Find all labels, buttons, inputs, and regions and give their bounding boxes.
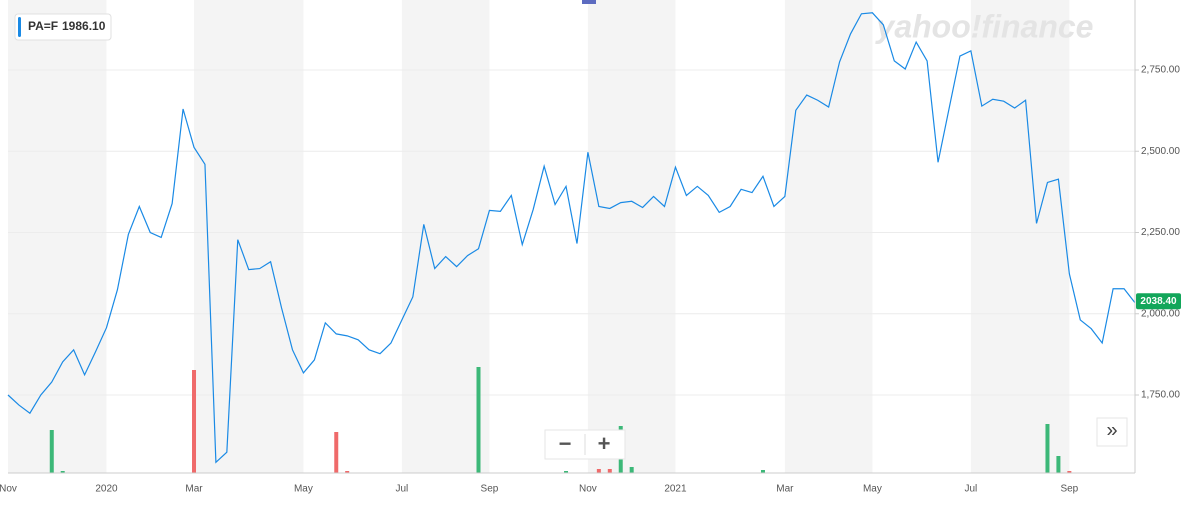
last-price-label: 2038.40 bbox=[1140, 296, 1177, 307]
month-band bbox=[401, 0, 490, 473]
more-button[interactable] bbox=[1096, 417, 1128, 447]
y-tick-label: 1,750.00 bbox=[1141, 390, 1180, 401]
volume-bar bbox=[1056, 456, 1061, 473]
legend-box bbox=[14, 13, 112, 41]
volume-bar bbox=[607, 469, 612, 473]
x-tick-label: Nov bbox=[579, 484, 597, 495]
x-tick-label: Nov bbox=[0, 484, 17, 495]
y-tick-label: 2,500.00 bbox=[1141, 146, 1180, 157]
volume-bar bbox=[49, 430, 54, 473]
volume-bar bbox=[1045, 424, 1050, 473]
x-tick-label: Sep bbox=[481, 484, 499, 495]
x-tick-label: Jul bbox=[396, 484, 409, 495]
volume-bar bbox=[476, 367, 481, 473]
zoom-out[interactable]: − bbox=[559, 431, 572, 456]
watermark: yahoo!finance bbox=[875, 8, 1094, 44]
x-tick-label: May bbox=[294, 484, 313, 495]
last-price-tag bbox=[1136, 293, 1181, 310]
volume-bar bbox=[629, 467, 634, 473]
legend-symbol: PA=F bbox=[28, 19, 58, 33]
legend-swatch bbox=[18, 17, 21, 37]
volume-bar bbox=[60, 471, 65, 473]
x-tick-label: May bbox=[863, 484, 882, 495]
volume-bar bbox=[564, 471, 569, 473]
month-band bbox=[784, 0, 873, 473]
bands bbox=[8, 0, 1070, 473]
volume-bar bbox=[1067, 471, 1072, 473]
x-tick-label: 2020 bbox=[95, 484, 118, 495]
volume-bar bbox=[334, 432, 339, 473]
volume-bar bbox=[345, 471, 350, 473]
x-tick-label: Sep bbox=[1060, 484, 1078, 495]
grid bbox=[8, 69, 1135, 396]
more-icon[interactable]: » bbox=[1106, 419, 1117, 441]
range-handle[interactable] bbox=[582, 0, 596, 4]
x-tick-label: Mar bbox=[185, 484, 203, 495]
x-tick-label: Mar bbox=[776, 484, 794, 495]
x-tick-label: Jul bbox=[964, 484, 977, 495]
x-tick-label: 2021 bbox=[664, 484, 687, 495]
legend-price: 1986.10 bbox=[62, 19, 106, 33]
volume-bar bbox=[760, 470, 765, 473]
month-band bbox=[8, 0, 107, 473]
zoom-controls: − + bbox=[544, 429, 626, 460]
month-band bbox=[970, 0, 1070, 473]
plot bbox=[7, 12, 1136, 473]
price-line bbox=[7, 12, 1136, 464]
month-band bbox=[587, 0, 676, 473]
month-band bbox=[194, 0, 304, 473]
volume-bar bbox=[596, 469, 601, 473]
y-tick-label: 2,000.00 bbox=[1141, 308, 1180, 319]
legend: PA=F 1986.10 bbox=[14, 13, 112, 41]
zoom-in[interactable]: + bbox=[598, 431, 611, 456]
y-tick-label: 2,250.00 bbox=[1141, 227, 1180, 238]
y-tick-label: 2,750.00 bbox=[1141, 65, 1180, 76]
volume-bar bbox=[192, 370, 197, 473]
